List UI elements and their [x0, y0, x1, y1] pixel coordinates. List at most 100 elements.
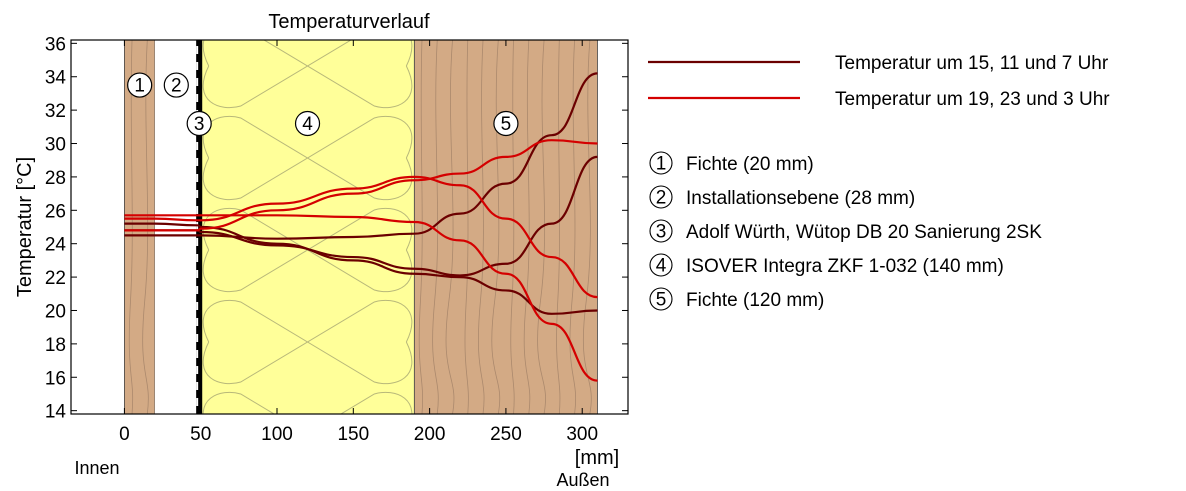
y-tick-label: 28 [45, 168, 66, 189]
legend-layer-circle [649, 219, 673, 243]
membrane-gap [196, 174, 199, 182]
wood-grain [128, 40, 134, 414]
x-right-label: Außen [556, 470, 609, 490]
legend-label: Temperatur um 15, 11 und 7 Uhr [835, 53, 1109, 74]
marker-number: 3 [194, 114, 205, 135]
wood-grain [478, 40, 485, 414]
insulation-loop [202, 391, 276, 414]
x-tick-label: 0 [119, 424, 130, 445]
marker-circle [186, 110, 212, 137]
marker-circle [493, 110, 519, 137]
layer-2-band [154, 40, 198, 414]
wood-grain [491, 40, 501, 414]
membrane-gap [196, 334, 199, 342]
legend-layer-circle [649, 253, 673, 277]
y-axis-label: Temperatur [°C] [14, 157, 36, 297]
legend-layer-circle [649, 151, 673, 175]
wood-grain [418, 40, 424, 414]
membrane-gap [196, 398, 199, 406]
y-tick-label: 22 [45, 268, 66, 289]
layer-5-marker: 5 [493, 110, 519, 137]
membrane-gap [196, 190, 199, 198]
insulation-loop [202, 40, 413, 109]
x-tick-label: 300 [566, 424, 598, 445]
x-tick-label: 100 [261, 424, 293, 445]
layer-2-marker: 2 [163, 72, 189, 98]
series-1-line-3 [124, 222, 598, 315]
legend-layer-4: 4 ISOVER Integra ZKF 1-032 (140 mm) [649, 253, 1004, 277]
plot-frame [70, 39, 629, 415]
legend-layer-circle [649, 185, 673, 209]
insulation-loop [339, 391, 413, 414]
chart-title: Temperaturverlauf [268, 11, 430, 33]
legend-layer-1: 1 Fichte (20 mm) [649, 151, 814, 175]
legend-layer-number: 4 [656, 256, 667, 277]
x-tick-label: 250 [490, 424, 522, 445]
membrane-gap [196, 382, 199, 390]
membrane-gap [196, 94, 199, 102]
membrane-gap [196, 366, 199, 374]
y-tick-label: 14 [45, 402, 67, 423]
legend-layer-number: 1 [656, 154, 667, 175]
layers [124, 40, 598, 414]
insulation-loop [202, 115, 413, 201]
legend-layer-label: Fichte (120 mm) [686, 290, 824, 311]
membrane-gap [196, 270, 199, 278]
legend-layer-number: 5 [656, 290, 667, 311]
layer-markers: 1 23 4 5 [127, 72, 519, 137]
membrane-gap [196, 158, 199, 166]
marker-number: 5 [501, 114, 512, 135]
membrane-gap [196, 206, 199, 214]
y-tick-label: 24 [45, 235, 67, 256]
wood-grain [142, 40, 149, 414]
y-tick-label: 36 [45, 34, 66, 55]
membrane-gap [196, 62, 199, 70]
x-tick-label: 50 [190, 424, 211, 445]
y-tick-label: 18 [45, 335, 66, 356]
membrane-gap [196, 286, 199, 294]
layer-4-band [200, 40, 415, 414]
membrane-gap [196, 318, 199, 326]
wood-grain [569, 40, 577, 414]
legend-layer-label: Installationsebene (28 mm) [686, 188, 915, 209]
legend-layer-5: 5 Fichte (120 mm) [649, 287, 824, 311]
series-1-line-1 [124, 72, 598, 240]
wood-grain [537, 40, 546, 414]
legend-label: Temperatur um 19, 23 und 3 Uhr [835, 89, 1110, 110]
legend-layer-3: 3 Adolf Würth, Wütop DB 20 Sanierung 2SK [649, 219, 1042, 243]
layer-1-marker: 1 [127, 72, 153, 98]
legend: Temperatur um 15, 11 und 7 Uhr Temperatur… [648, 53, 1110, 311]
series-2-line-3 [124, 214, 598, 382]
x-axis-label: [mm] [575, 447, 619, 469]
legend-layer-2: 2 Installationsebene (28 mm) [649, 185, 915, 209]
layer-4-marker: 4 [294, 110, 321, 137]
marker-number: 4 [302, 114, 313, 135]
x-axis: 0 50 100 150 200 250 300 [119, 40, 598, 445]
y-tick-label: 16 [45, 368, 66, 389]
legend-layer-number: 2 [656, 188, 667, 209]
marker-number: 1 [134, 76, 145, 97]
series-lines [124, 72, 598, 382]
wood-grain [432, 40, 439, 414]
marker-circle [163, 72, 189, 98]
wood-grain [583, 40, 592, 414]
insulation-loop [202, 299, 413, 385]
y-tick-label: 26 [45, 201, 66, 222]
x-left-label: Innen [74, 458, 119, 478]
marker-circle [127, 72, 153, 98]
wood-grain [556, 40, 561, 414]
membrane-gap [196, 78, 199, 86]
membrane-gap [196, 350, 199, 358]
marker-circle [294, 110, 321, 137]
y-tick-label: 20 [45, 301, 66, 322]
legend-layer-circle [649, 287, 673, 311]
legend-series-1: Temperatur um 15, 11 und 7 Uhr [648, 53, 1109, 74]
series-2-line-1 [124, 139, 598, 232]
series-2-line-2 [124, 175, 598, 299]
wood-grain [523, 40, 531, 414]
layer-3-marker: 3 [186, 110, 212, 137]
membrane-gap [196, 254, 199, 262]
x-tick-label: 200 [414, 424, 446, 445]
y-tick-label: 30 [45, 135, 66, 156]
